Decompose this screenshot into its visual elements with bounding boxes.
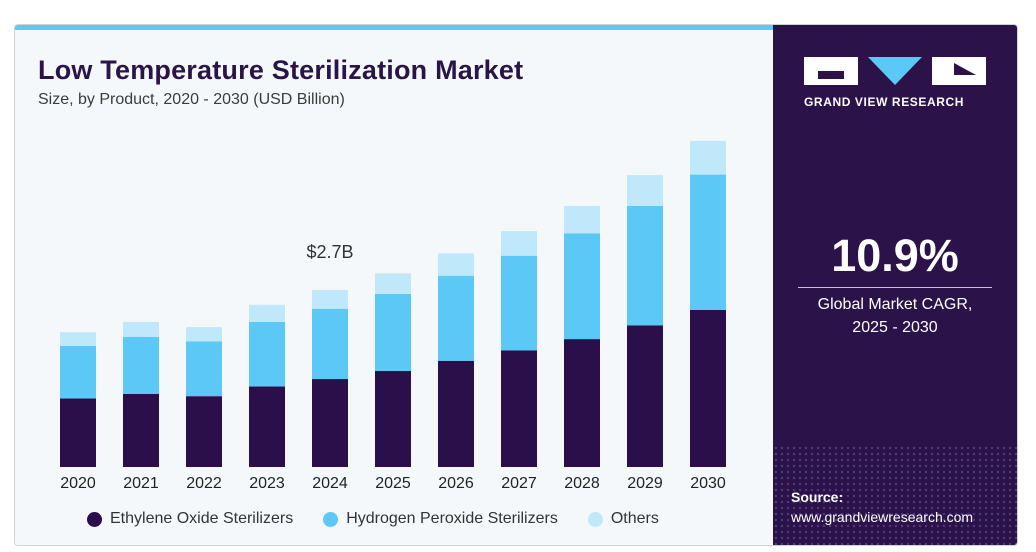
bar-segment-2023-s1 — [249, 321, 285, 387]
x-tick-label-2024: 2024 — [312, 475, 348, 492]
stats-panel: GRAND VIEW RESEARCH 10.9% Global Market … — [773, 25, 1017, 545]
bar-segment-2028-s0 — [564, 339, 600, 467]
bar-segment-2027-s2 — [501, 231, 537, 256]
bar-segment-2020-s2 — [60, 332, 96, 346]
bar-segment-2027-s1 — [501, 255, 537, 351]
bar-segment-2028-s1 — [564, 233, 600, 340]
legend-swatch-others — [587, 511, 603, 527]
bar-segment-2030-s0 — [690, 309, 726, 467]
bar-segment-2023-s0 — [249, 386, 285, 467]
x-tick-label-2025: 2025 — [375, 475, 411, 492]
cagr-value: 10.9% — [831, 230, 959, 281]
legend-label-others: Others — [610, 510, 659, 527]
bar-segment-2024-s0 — [312, 379, 348, 467]
cagr-label-line2: 2025 - 2030 — [852, 319, 938, 336]
bar-segment-2024-s1 — [312, 308, 348, 380]
x-tick-label-2026: 2026 — [438, 475, 474, 492]
bar-segment-2021-s1 — [123, 336, 159, 394]
dot-pattern — [773, 445, 1017, 545]
bar-segment-2020-s1 — [60, 345, 96, 399]
legend-item-hydrogen-peroxide: Hydrogen Peroxide Sterilizers — [323, 510, 558, 528]
bar-segment-2029-s2 — [627, 175, 663, 206]
bar-segment-2028-s2 — [564, 206, 600, 234]
chart-card: Low Temperature Sterilization Market Siz… — [14, 24, 1018, 546]
data-label-2024: $2.7B — [306, 242, 353, 262]
x-tick-label-2029: 2029 — [627, 475, 663, 492]
legend-label-hydrogen-peroxide: Hydrogen Peroxide Sterilizers — [346, 510, 558, 527]
bar-segment-2025-s0 — [375, 371, 411, 467]
bar-segment-2022-s2 — [186, 327, 222, 342]
bar-segment-2029-s1 — [627, 206, 663, 326]
bar-segment-2030-s1 — [690, 174, 726, 310]
chart-title: Low Temperature Sterilization Market — [38, 55, 524, 85]
legend-swatch-hydrogen-peroxide — [323, 511, 339, 527]
legend-swatch-ethylene-oxide — [87, 511, 102, 527]
cagr-label-line1: Global Market CAGR, — [817, 296, 973, 313]
source-label: Source: — [791, 489, 844, 505]
bar-segment-2020-s0 — [60, 398, 96, 467]
cagr-label: Global Market CAGR, 2025 - 2030 — [773, 293, 1017, 339]
bar-segment-2024-s2 — [312, 289, 348, 309]
chart-legend: Ethylene Oxide Sterilizers Hydrogen Pero… — [87, 510, 659, 528]
x-tick-label-2021: 2021 — [123, 475, 159, 492]
bar-segment-2025-s2 — [375, 273, 411, 294]
x-tick-label-2023: 2023 — [249, 475, 285, 492]
bar-segment-2029-s0 — [627, 325, 663, 467]
x-tick-label-2022: 2022 — [186, 475, 222, 492]
bar-segment-2021-s2 — [123, 321, 159, 337]
bar-chart: 2020 2021 2022 2023 2024 $2.7B 2025 2026 2027 202… — [60, 140, 726, 492]
bar-segment-2022-s0 — [186, 396, 222, 467]
bar-segment-2021-s0 — [123, 393, 159, 467]
brand-name: GRAND VIEW RESEARCH — [804, 95, 965, 109]
bar-segment-2023-s2 — [249, 304, 285, 322]
legend-item-ethylene-oxide: Ethylene Oxide Sterilizers — [87, 510, 293, 528]
legend-item-others: Others — [587, 510, 659, 528]
x-tick-label-2027: 2027 — [501, 475, 537, 492]
bar-segment-2026-s0 — [438, 360, 474, 467]
bar-segment-2026-s1 — [438, 275, 474, 361]
chart-subtitle: Size, by Product, 2020 - 2030 (USD Billi… — [38, 91, 345, 108]
legend-label-ethylene-oxide: Ethylene Oxide Sterilizers — [110, 510, 294, 527]
x-tick-label-2028: 2028 — [564, 475, 600, 492]
bar-segment-2027-s0 — [501, 350, 537, 467]
bar-segment-2022-s1 — [186, 341, 222, 397]
x-tick-label-2020: 2020 — [60, 475, 96, 492]
x-tick-label-2030: 2030 — [690, 475, 726, 492]
chart-panel: Low Temperature Sterilization Market Siz… — [15, 25, 773, 545]
stats-divider — [798, 287, 992, 288]
bar-segment-2030-s2 — [690, 140, 726, 175]
gvr-logo — [804, 57, 986, 85]
bar-segment-2025-s1 — [375, 293, 411, 371]
source-link[interactable]: www.grandviewresearch.com — [791, 509, 974, 525]
bar-segment-2026-s2 — [438, 253, 474, 276]
